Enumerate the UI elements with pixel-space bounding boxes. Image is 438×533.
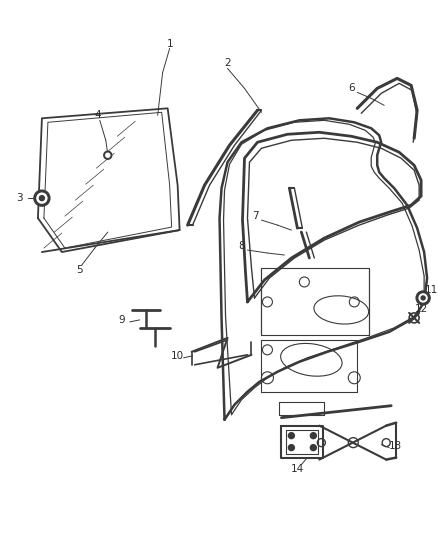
Text: 3: 3 <box>17 193 23 203</box>
Text: 10: 10 <box>171 351 184 361</box>
Text: 11: 11 <box>424 285 438 295</box>
Text: 7: 7 <box>252 211 259 221</box>
Circle shape <box>34 190 50 206</box>
Text: 4: 4 <box>95 110 101 120</box>
Circle shape <box>106 153 110 157</box>
Circle shape <box>416 291 430 305</box>
Text: 14: 14 <box>291 464 304 474</box>
Text: 8: 8 <box>238 241 245 251</box>
Circle shape <box>37 193 47 203</box>
Text: 2: 2 <box>224 59 231 68</box>
Text: 1: 1 <box>166 39 173 50</box>
Circle shape <box>421 296 425 300</box>
Circle shape <box>39 196 44 200</box>
Circle shape <box>104 151 112 159</box>
Circle shape <box>311 445 316 450</box>
Text: 12: 12 <box>414 304 428 314</box>
Circle shape <box>311 433 316 439</box>
Text: 6: 6 <box>348 83 355 93</box>
Text: 13: 13 <box>389 441 402 450</box>
Circle shape <box>288 445 294 450</box>
Text: 9: 9 <box>118 315 125 325</box>
Circle shape <box>419 294 427 302</box>
Circle shape <box>288 433 294 439</box>
Text: 5: 5 <box>77 265 83 275</box>
